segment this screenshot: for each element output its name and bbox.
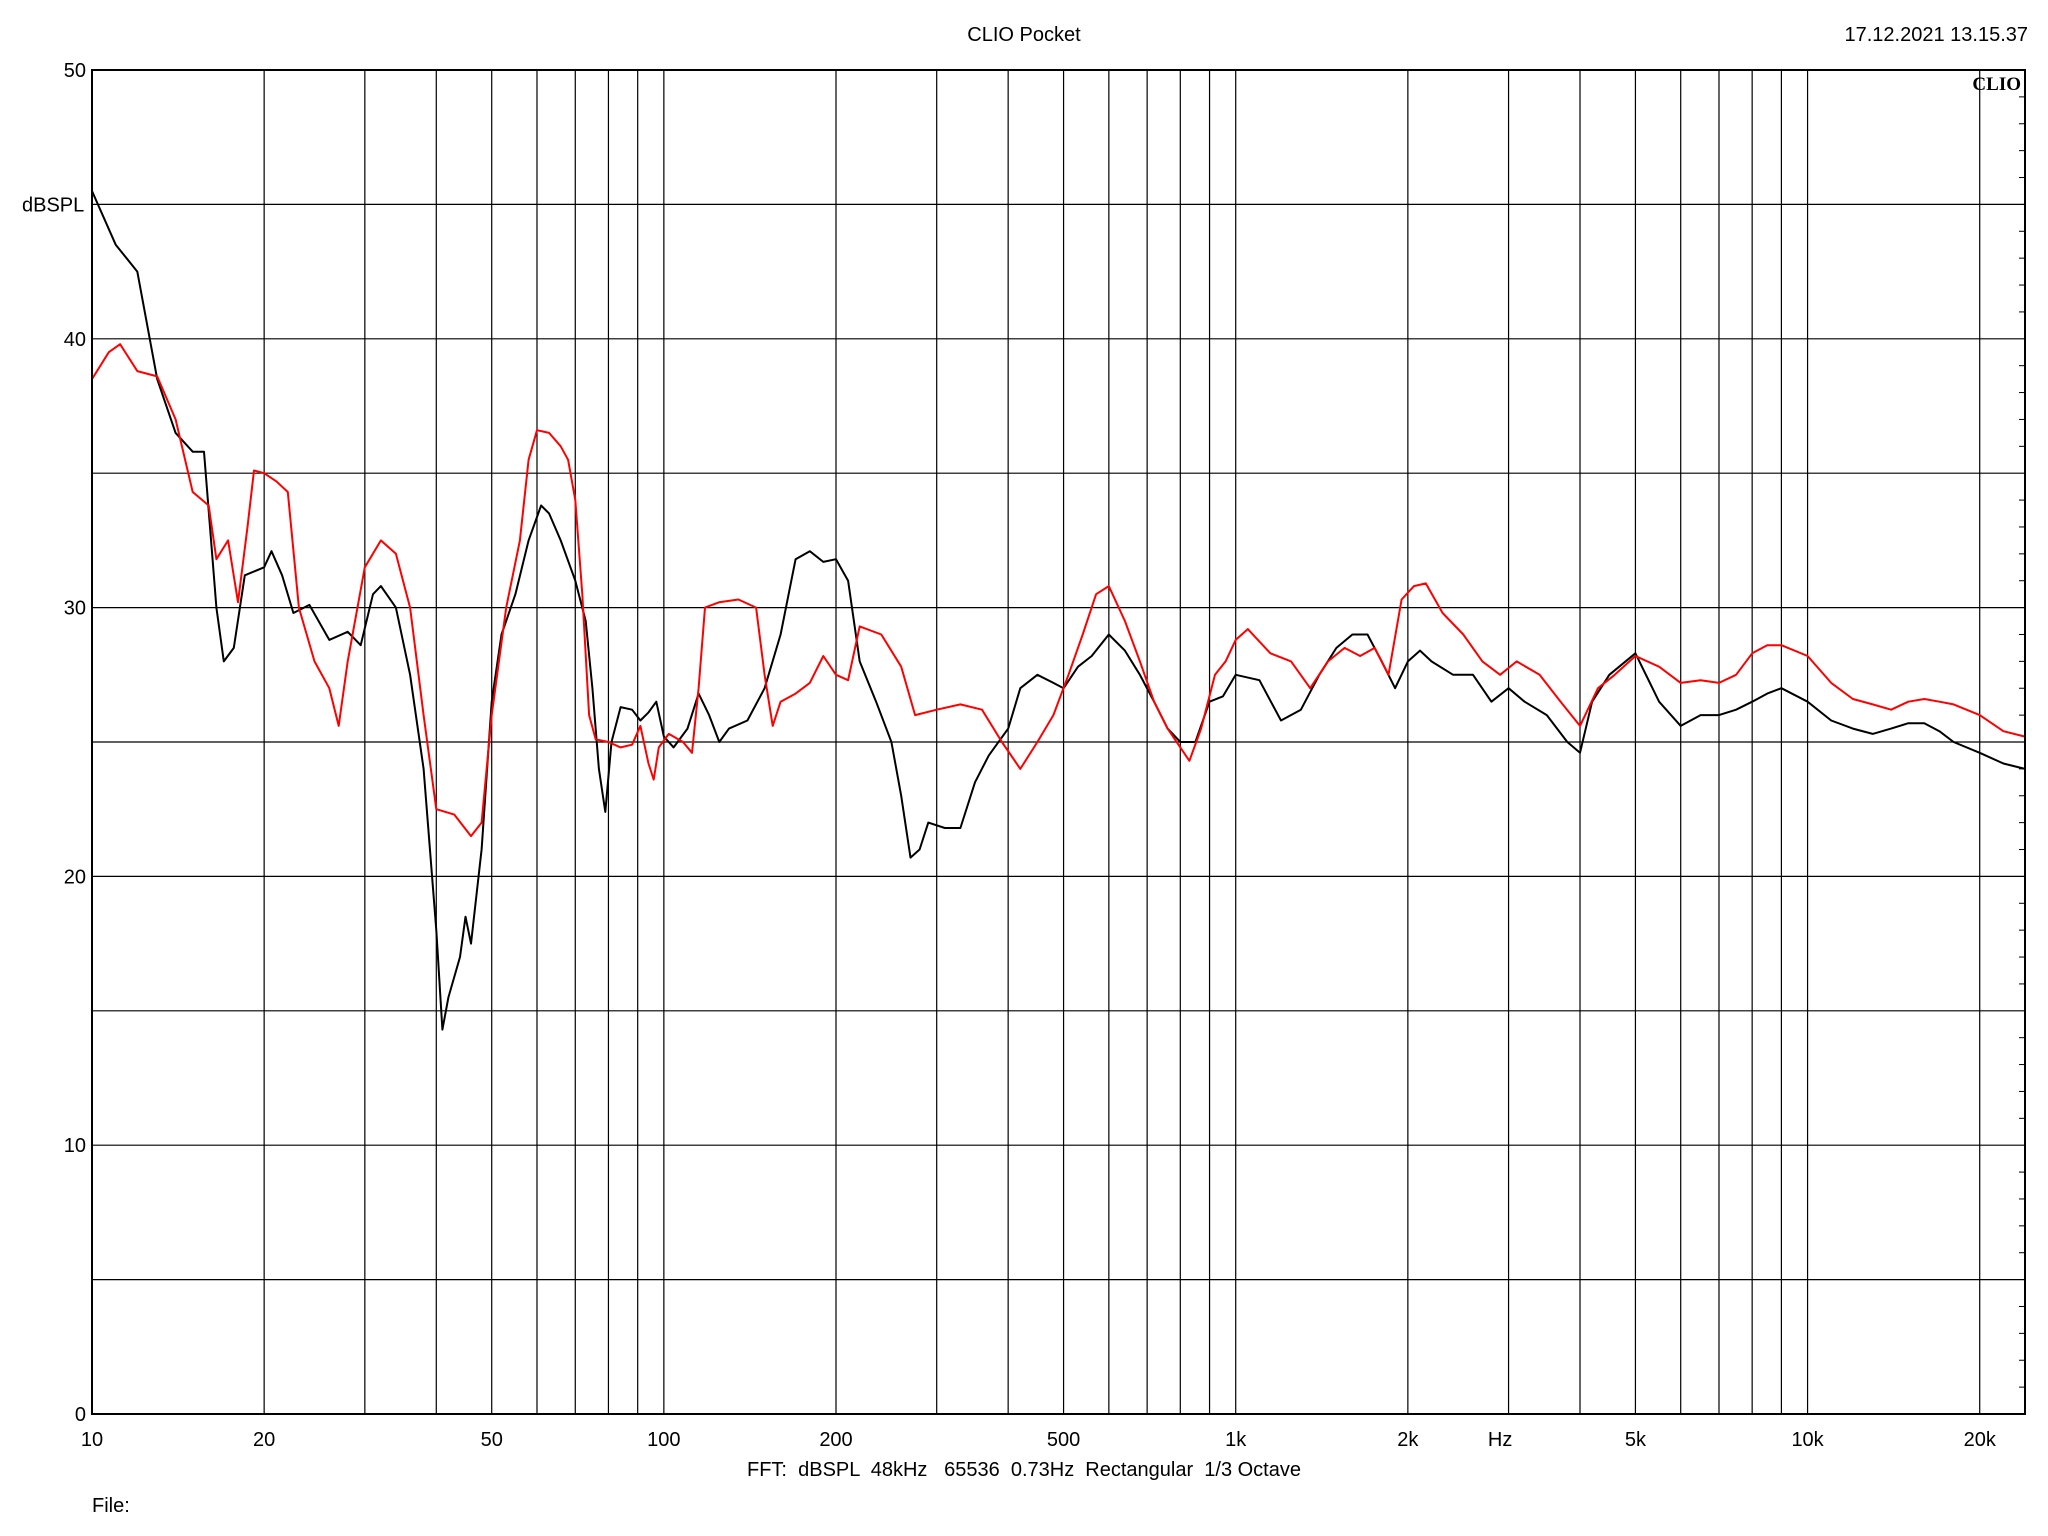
x-tick-label: 500 [1047, 1429, 1080, 1451]
y-tick-label: 50 [64, 60, 86, 82]
x-axis-ticks: 10 20 50 100 200 500 1k 2k 5k 10k 20k [81, 1429, 1997, 1451]
x-axis-label: Hz [1488, 1429, 1512, 1451]
y-tick-label: 30 [64, 598, 86, 620]
series-line-black [91, 190, 2026, 1031]
x-tick-label: 200 [819, 1429, 852, 1451]
measurement-settings: FFT: dBSPL 48kHz 65536 0.73Hz Rectangula… [747, 1459, 1301, 1481]
x-tick-label: 20 [253, 1429, 275, 1451]
series-line-red [91, 343, 2026, 838]
x-tick-label: 20k [1964, 1429, 1997, 1451]
x-tick-label: 10 [81, 1429, 103, 1451]
x-tick-label: 50 [481, 1429, 503, 1451]
timestamp: 17.12.2021 13.15.37 [1844, 24, 2028, 46]
y-tick-label: 10 [64, 1135, 86, 1157]
y-axis-ticks: 0 10 20 30 40 50 [64, 60, 86, 1426]
x-tick-label: 2k [1397, 1429, 1419, 1451]
grid [92, 69, 2025, 1415]
y-tick-label: 20 [64, 866, 86, 888]
y-tick-label: 0 [75, 1404, 86, 1426]
x-tick-label: 5k [1625, 1429, 1647, 1451]
clio-logo: CLIO [1972, 74, 2021, 95]
x-tick-label: 10k [1791, 1429, 1824, 1451]
x-tick-label: 100 [647, 1429, 680, 1451]
y-axis-label: dBSPL [22, 194, 84, 216]
chart-title: CLIO Pocket [967, 24, 1081, 46]
y-tick-label: 40 [64, 329, 86, 351]
x-tick-label: 1k [1225, 1429, 1247, 1451]
plot-frame [91, 69, 2026, 1415]
file-label: File: [92, 1495, 130, 1517]
series-group [91, 190, 2026, 1031]
